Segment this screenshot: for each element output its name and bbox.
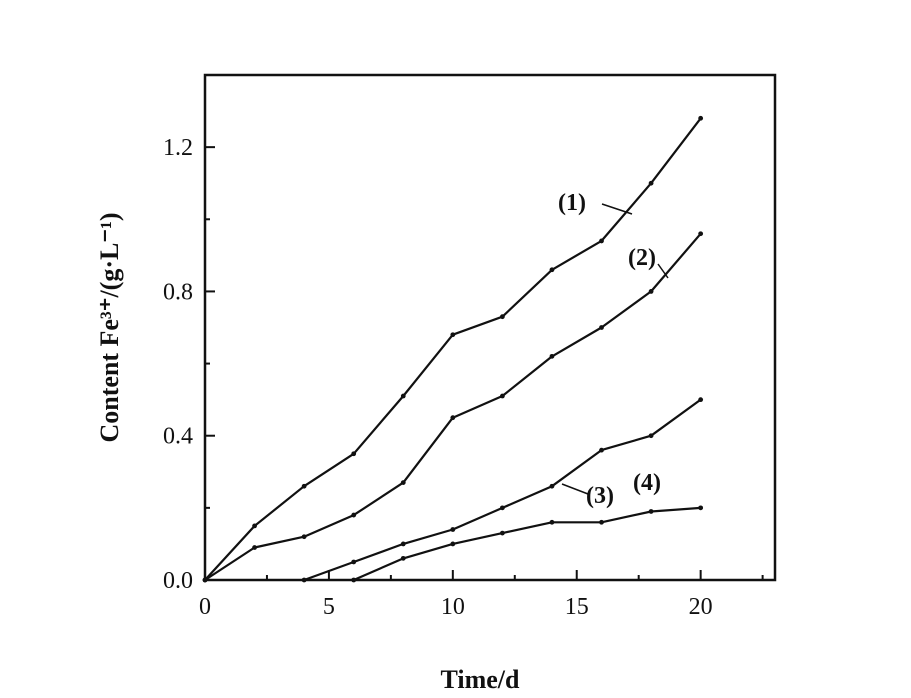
y-tick-label: 0.0	[163, 568, 193, 594]
label-leader-line	[657, 263, 669, 279]
data-point	[698, 231, 704, 237]
tick-labels: 0 5 10 15 20 0.0 0.4 0.8 1.2	[163, 135, 713, 620]
data-point	[351, 559, 357, 565]
label-leader-line	[601, 203, 633, 215]
x-tick-label: 10	[441, 594, 465, 620]
data-point	[400, 541, 406, 547]
data-point	[499, 314, 505, 320]
data-point	[549, 483, 555, 489]
y-tick-label: 1.2	[163, 135, 193, 161]
data-point	[450, 332, 456, 338]
data-point	[648, 180, 654, 186]
data-point	[252, 523, 257, 529]
data-point	[648, 289, 654, 294]
x-axis-title: Time/d	[441, 665, 521, 694]
series-label-4: (4)	[633, 470, 661, 496]
data-point	[301, 534, 307, 540]
data-point	[499, 505, 505, 511]
data-point	[599, 325, 604, 330]
data-point	[351, 451, 357, 457]
data-point	[450, 527, 456, 532]
series-line-1	[204, 117, 702, 581]
x-tick-label: 20	[689, 594, 713, 620]
label-leader-line	[561, 483, 589, 495]
data-point	[698, 115, 704, 121]
data-point	[549, 267, 555, 273]
data-point	[599, 519, 604, 525]
y-tick-label: 0.4	[163, 424, 193, 450]
data-point	[549, 353, 555, 359]
data-point	[202, 577, 208, 583]
data-point	[301, 577, 307, 583]
data-point	[698, 505, 704, 511]
data-point	[648, 433, 654, 439]
data-point	[698, 397, 704, 403]
data-point	[351, 512, 357, 518]
y-axis-title: Content Fe³⁺/(g·L⁻¹)	[95, 212, 124, 442]
data-point	[549, 519, 555, 525]
data-point	[599, 238, 604, 244]
data-point	[252, 545, 257, 550]
x-tick-label: 5	[323, 594, 335, 620]
data-point	[400, 393, 406, 399]
x-tick-label: 15	[565, 594, 589, 620]
label-leaders	[561, 203, 669, 495]
data-point	[400, 555, 406, 561]
data-point	[301, 483, 307, 489]
series-layer	[202, 115, 704, 583]
series-label-2: (2)	[628, 245, 656, 271]
data-point	[648, 509, 654, 514]
series-label-1: (1)	[558, 190, 586, 216]
data-point	[599, 447, 604, 453]
data-point	[499, 393, 505, 399]
data-point	[400, 480, 406, 486]
data-point	[499, 530, 505, 536]
y-tick-label: 0.8	[163, 279, 193, 305]
plot-frame	[203, 73, 777, 582]
data-point	[450, 415, 456, 421]
series-line-4	[353, 506, 701, 582]
x-tick-label: 0	[199, 594, 211, 620]
series-label-3: (3)	[586, 483, 614, 509]
data-point	[450, 541, 456, 547]
data-point	[351, 577, 357, 583]
